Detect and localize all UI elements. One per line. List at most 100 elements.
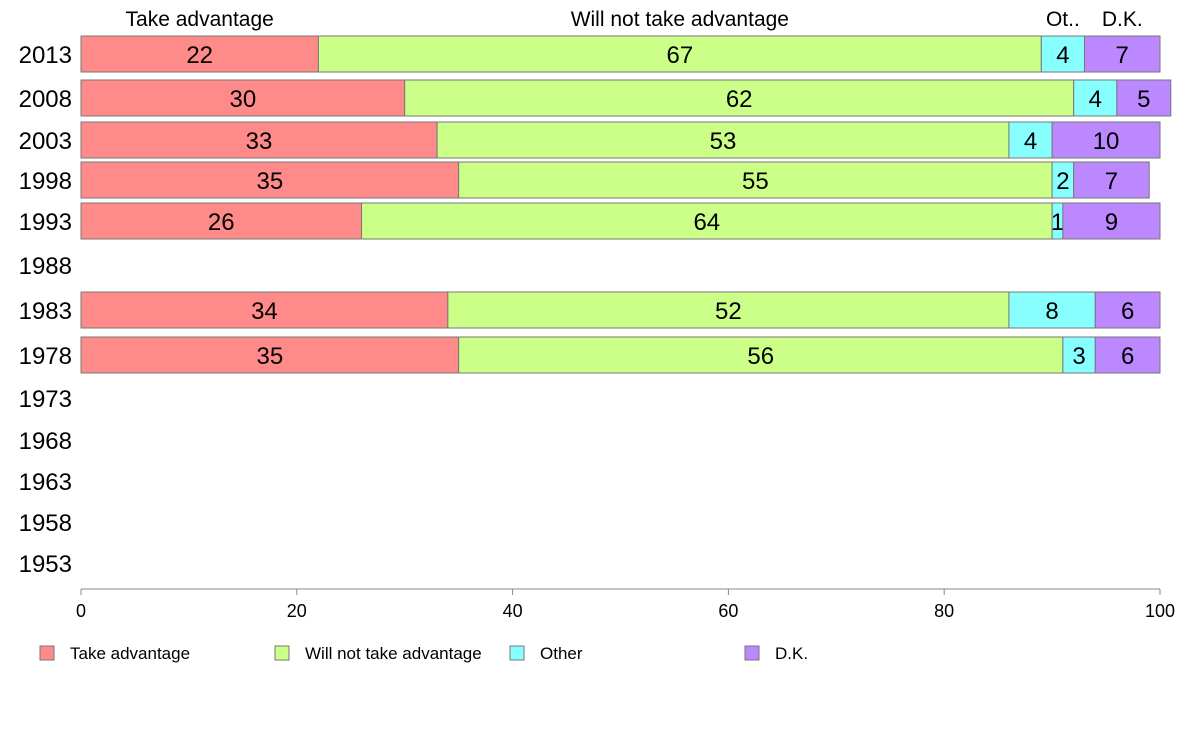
bar-row-1958: 1958: [19, 510, 72, 537]
column-headers: Take advantage Will not take advantage Ot.…: [126, 8, 1143, 31]
legend-swatch: [509, 645, 525, 661]
x-tick-label: 20: [287, 601, 307, 621]
bar-segment-take-advantage: [80, 336, 460, 374]
year-label: 2013: [19, 42, 72, 69]
value-label: 4: [1024, 128, 1037, 155]
column-header: D.K.: [1102, 8, 1143, 31]
legend-swatch: [274, 645, 290, 661]
legend-item-take-advantage: Take advantage: [39, 644, 190, 663]
column-header: Take advantage: [126, 8, 274, 31]
bar-row-1993: 1993 26 64 1 9: [19, 202, 1161, 240]
bar-row-2008: 2008 30 62 4 5: [19, 79, 1172, 117]
bar-row-1953: 1953: [19, 551, 72, 578]
bar-segment-d-k-: [1062, 202, 1161, 240]
bar-segment-d-k-: [1073, 161, 1150, 199]
year-label: 1978: [19, 343, 72, 370]
x-tick-label: 40: [503, 601, 523, 621]
legend-label: Other: [540, 644, 583, 663]
value-label: 35: [256, 168, 283, 195]
x-axis: 0 20 40 60 80 100: [76, 588, 1175, 621]
bar-segment-will-not-take-advantage: [317, 35, 1042, 73]
x-tick-label: 0: [76, 601, 86, 621]
value-label: 6: [1121, 298, 1134, 325]
legend-label: Will not take advantage: [305, 644, 482, 663]
bar-segment-take-advantage: [80, 161, 460, 199]
column-header: Will not take advantage: [571, 8, 789, 31]
year-label: 2008: [19, 86, 72, 113]
bar-segment-will-not-take-advantage: [361, 202, 1053, 240]
value-label: 2: [1056, 168, 1069, 195]
bar-segment-other: [1040, 35, 1085, 73]
value-label: 53: [710, 128, 737, 155]
value-label: 10: [1093, 128, 1120, 155]
bar-segment-d-k-: [1083, 35, 1161, 73]
bar-segment-will-not-take-advantage: [458, 336, 1064, 374]
legend: Take advantage Will not take advantage Oth…: [39, 644, 808, 663]
x-tick-label: 80: [934, 601, 954, 621]
value-label: 3: [1072, 343, 1085, 370]
legend-label: D.K.: [775, 644, 808, 663]
year-label: 2003: [19, 128, 72, 155]
value-label: 33: [246, 128, 273, 155]
year-label: 1953: [19, 551, 72, 578]
bar-segment-d-k-: [1094, 336, 1161, 374]
bar-segment-d-k-: [1051, 121, 1161, 159]
x-tick-label: 60: [718, 601, 738, 621]
year-label: 1993: [19, 209, 72, 236]
bar-segment-will-not-take-advantage: [404, 79, 1075, 117]
column-header: Ot..: [1046, 8, 1080, 31]
legend-item-will-not-take-advantage: Will not take advantage: [274, 644, 482, 663]
bar-row-1973: 1973: [19, 386, 72, 413]
value-label: 9: [1105, 209, 1118, 236]
bar-row-1998: 1998 35 55 2 7: [19, 161, 1150, 199]
bar-segment-take-advantage: [80, 121, 438, 159]
value-label: 4: [1056, 42, 1069, 69]
value-label: 30: [229, 86, 256, 113]
x-tick-label: 100: [1145, 601, 1175, 621]
value-label: 22: [186, 42, 213, 69]
bar-segment-will-not-take-advantage: [458, 161, 1053, 199]
legend-label: Take advantage: [70, 644, 190, 663]
bar-segment-d-k-: [1116, 79, 1172, 117]
bar-row-2013: 2013 22 67 4 7: [19, 35, 1161, 73]
bar-segment-take-advantage: [80, 202, 363, 240]
value-label: 6: [1121, 343, 1134, 370]
bar-segment-take-advantage: [80, 79, 406, 117]
year-label: 1988: [19, 253, 72, 280]
value-label: 7: [1116, 42, 1129, 69]
value-label: 26: [208, 209, 235, 236]
year-label: 1963: [19, 469, 72, 496]
bar-segment-d-k-: [1094, 291, 1161, 329]
bar-segment-take-advantage: [80, 35, 319, 73]
year-label: 1983: [19, 298, 72, 325]
value-label: 55: [742, 168, 769, 195]
bar-segment-other: [1073, 79, 1118, 117]
bar-row-1978: 1978 35 56 3 6: [19, 336, 1161, 374]
bar-segment-take-advantage: [80, 291, 449, 329]
value-label: 5: [1137, 86, 1150, 113]
value-label: 1: [1051, 209, 1064, 236]
legend-item-other: Other: [509, 644, 583, 663]
year-label: 1998: [19, 168, 72, 195]
value-label: 8: [1045, 298, 1058, 325]
bar-row-1988: 1988: [19, 253, 72, 280]
year-label: 1973: [19, 386, 72, 413]
bar-segment-other: [1062, 336, 1096, 374]
value-label: 4: [1089, 86, 1102, 113]
legend-item-d-k-: D.K.: [744, 644, 808, 663]
bar-row-2003: 2003 33 53 4 10: [19, 121, 1161, 159]
bar-row-1963: 1963: [19, 469, 72, 496]
bar-segment-will-not-take-advantage: [447, 291, 1010, 329]
value-label: 52: [715, 298, 742, 325]
value-label: 56: [747, 343, 774, 370]
value-label: 35: [256, 343, 283, 370]
value-label: 62: [726, 86, 753, 113]
legend-swatch: [744, 645, 760, 661]
bar-row-1968: 1968: [19, 428, 72, 455]
value-label: 34: [251, 298, 278, 325]
bar-segment-will-not-take-advantage: [436, 121, 1010, 159]
value-label: 64: [693, 209, 720, 236]
value-label: 67: [666, 42, 693, 69]
